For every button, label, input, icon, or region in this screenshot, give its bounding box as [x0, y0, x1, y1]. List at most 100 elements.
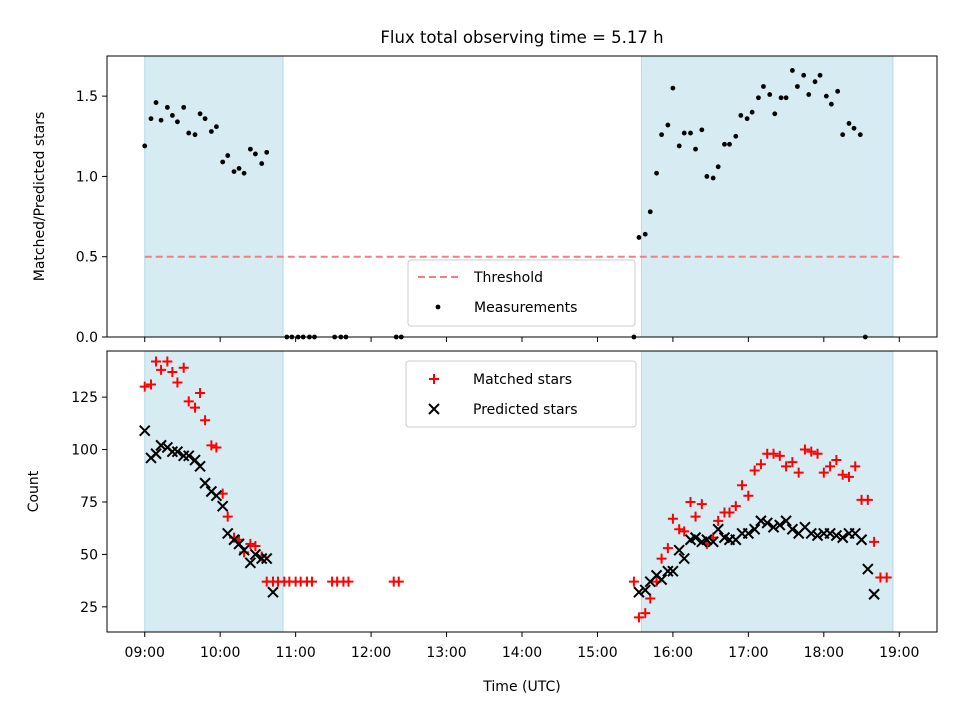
series-measurements — [142, 68, 868, 340]
data-point — [767, 521, 780, 533]
data-point — [755, 459, 766, 470]
data-point — [139, 424, 151, 437]
legend: Matched stars Predicted stars — [405, 360, 637, 428]
data-point — [862, 563, 874, 575]
data-point — [171, 445, 184, 458]
x-tick-label: 09:00 — [125, 645, 165, 661]
data-point — [869, 536, 880, 547]
data-point — [676, 143, 682, 149]
y-axis-label: Matched/Predicted stars — [32, 112, 48, 282]
legend-matched-label: Matched stars — [473, 372, 572, 388]
data-point — [817, 72, 823, 78]
data-point — [749, 465, 760, 476]
data-point — [667, 513, 678, 524]
data-point — [186, 130, 192, 136]
data-point — [674, 524, 685, 535]
data-point — [195, 387, 206, 398]
data-point — [211, 442, 222, 453]
data-point — [647, 209, 653, 215]
data-point — [261, 552, 273, 565]
data-point — [748, 523, 761, 535]
data-point — [155, 439, 167, 452]
data-point — [824, 527, 836, 540]
data-point — [167, 366, 178, 377]
series-predicted-stars — [139, 424, 880, 600]
data-point — [837, 469, 848, 480]
data-point — [162, 356, 173, 367]
data-point — [178, 362, 189, 373]
data-point — [678, 552, 690, 565]
x-tick-label: 14:00 — [502, 645, 542, 661]
data-point — [259, 161, 265, 166]
data-point — [712, 523, 724, 535]
data-point — [343, 576, 354, 587]
data-point — [812, 448, 823, 459]
data-point — [713, 515, 724, 526]
data-point — [830, 529, 843, 542]
data-point — [881, 572, 892, 583]
data-point — [812, 79, 818, 85]
data-point — [724, 507, 735, 518]
legend-measurements-swatch — [435, 304, 441, 310]
data-point — [786, 523, 799, 535]
data-point — [670, 85, 676, 91]
data-point — [222, 511, 233, 522]
data-point — [662, 543, 673, 554]
data-point — [633, 612, 644, 623]
data-point — [823, 93, 829, 99]
legend: Threshold Measurements — [407, 259, 636, 327]
legend-matched-swatch — [429, 374, 439, 384]
data-point — [216, 500, 229, 512]
data-point — [225, 153, 231, 158]
data-point — [642, 231, 648, 237]
data-point — [685, 496, 696, 507]
data-point — [818, 467, 829, 478]
data-point — [733, 133, 739, 139]
data-point — [749, 109, 755, 115]
data-point — [780, 515, 792, 527]
x-tick-label: 18:00 — [804, 645, 844, 661]
data-point — [805, 527, 817, 540]
data-point — [164, 104, 170, 110]
y-tick-label: 25 — [80, 600, 98, 616]
data-point — [241, 170, 247, 176]
data-point — [245, 538, 256, 549]
y-tick-label: 0.5 — [76, 250, 98, 266]
shaded-span — [640, 350, 894, 633]
data-point — [855, 534, 868, 546]
x-tick-label: 10:00 — [200, 645, 240, 661]
data-point — [715, 164, 721, 170]
data-point — [761, 517, 773, 529]
data-point — [190, 402, 201, 413]
data-point — [778, 95, 784, 101]
data-point — [862, 494, 873, 505]
data-point — [738, 113, 744, 118]
data-point — [710, 175, 716, 181]
x-axis-label: Time (UTC) — [482, 679, 560, 695]
shaded-span — [144, 350, 284, 633]
x-tick-label: 16:00 — [653, 645, 693, 661]
data-point — [153, 100, 159, 105]
data-point — [220, 159, 226, 165]
data-point — [696, 499, 707, 510]
data-point — [828, 101, 834, 107]
y-tick-label: 1.5 — [76, 89, 98, 105]
data-point — [197, 111, 203, 117]
data-point — [851, 125, 857, 131]
data-point — [743, 490, 754, 501]
x-tick-label: 19:00 — [879, 645, 919, 661]
data-point — [236, 166, 242, 171]
data-point — [247, 146, 253, 152]
chart-title: Flux total observing time = 5.17 h — [380, 28, 663, 47]
data-point — [178, 450, 190, 462]
data-point — [699, 127, 705, 133]
data-point — [774, 450, 785, 461]
data-point — [169, 113, 175, 118]
legend-predicted-label: Predicted stars — [473, 402, 578, 418]
data-point — [264, 149, 270, 155]
data-point — [306, 576, 317, 587]
data-point — [846, 121, 852, 126]
data-point — [783, 95, 789, 101]
data-point — [210, 489, 223, 502]
